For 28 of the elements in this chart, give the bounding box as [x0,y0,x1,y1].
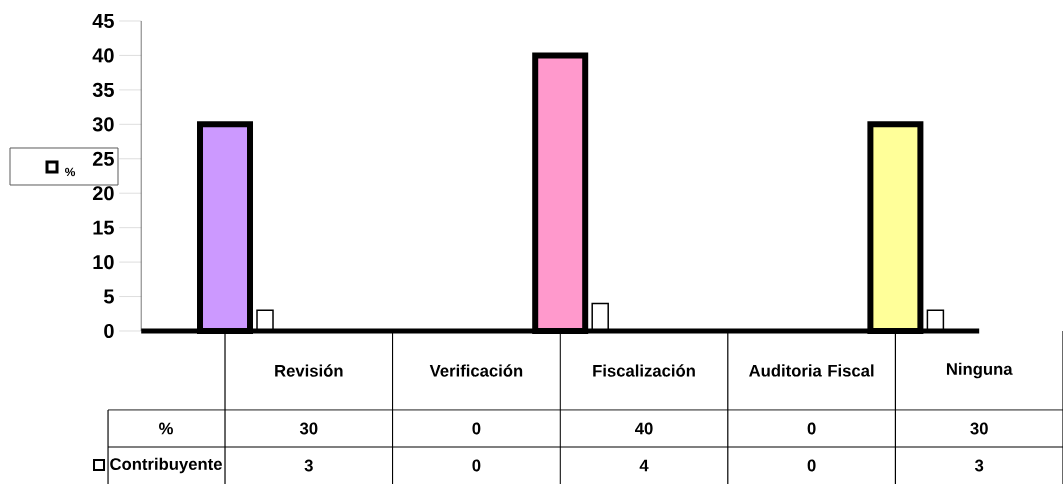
legend-label: % [65,167,76,177]
data-label: 4 [639,459,649,472]
data-label: 40 [634,422,653,435]
text: % [159,422,173,435]
x-tick-label: Verificación [429,364,523,377]
y-tick-label: 10 [93,255,114,270]
legend-label: Contribuyente [110,457,222,474]
data-label: 30 [970,422,988,435]
y-tick-label: 15 [93,220,114,235]
data-label: 0 [472,459,481,472]
y-tick-label: 0 [104,323,114,339]
x-tick-label: Fiscalización [593,364,695,377]
y-tick-label: 35 [92,82,114,97]
y-tick-label: 40 [92,48,114,63]
x-tick-label: Auditoria Fiscal [749,364,874,377]
x-tick-label: Revisión [275,364,343,377]
y-tick-label: 20 [92,186,114,201]
x-tick-label: Ninguna [946,362,1013,379]
y-tick-label: 30 [92,117,114,132]
data-label: 30 [299,422,318,435]
data-label: 3 [974,459,984,472]
data-label: 0 [472,422,481,435]
data-label: 0 [807,422,816,435]
y-tick-label: 5 [103,289,114,304]
data-label: 3 [304,459,313,472]
y-tick-label: 45 [92,14,114,28]
y-tick-label: 25 [92,151,114,166]
data-label: 0 [807,459,816,472]
